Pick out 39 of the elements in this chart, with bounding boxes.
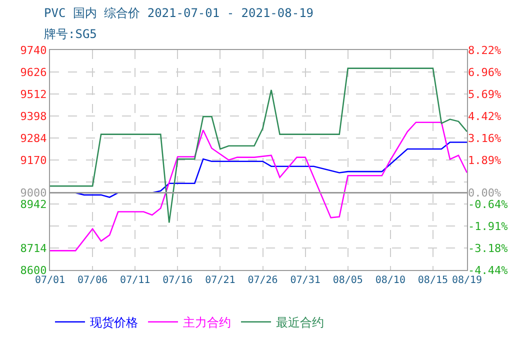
- line-series: [50, 122, 467, 252]
- x-tick-label: 07/26: [248, 275, 278, 286]
- x-tick-label: 07/16: [162, 275, 193, 286]
- x-tick-label: 07/01: [34, 275, 66, 286]
- y2-tick-label: 8.22%: [468, 44, 502, 57]
- y-tick-label: 9170: [20, 154, 47, 167]
- x-tick-label: 07/11: [120, 275, 150, 286]
- y2-tick-label: 3.16%: [468, 132, 502, 145]
- y-tick-label: 9000: [20, 186, 47, 200]
- x-tick-label: 08/19: [452, 275, 482, 286]
- y2-tick-label: -0.64%: [468, 198, 508, 211]
- legend-label: 主力合约: [183, 316, 231, 330]
- x-tick-label: 07/21: [205, 275, 236, 286]
- x-tick-label: 08/15: [418, 275, 448, 286]
- x-tick-label: 08/05: [332, 275, 363, 286]
- y-tick-label: 8942: [20, 198, 47, 211]
- x-tick-label: 08/10: [375, 275, 406, 286]
- legend-label: 现货价格: [90, 316, 138, 330]
- y-tick-label: 9284: [20, 132, 48, 145]
- y2-tick-label: 1.89%: [468, 154, 502, 167]
- y-tick-label: 9398: [20, 110, 47, 123]
- y2-tick-label: -1.91%: [468, 220, 508, 233]
- y-tick-label: 9512: [20, 88, 47, 101]
- line-series: [50, 68, 467, 224]
- y2-tick-label: 0.00%: [468, 186, 502, 200]
- y2-tick-label: -3.18%: [468, 242, 508, 255]
- chart-title: PVC 国内 综合价 2021-07-01 - 2021-08-19: [44, 6, 314, 20]
- y-tick-label: 9626: [20, 66, 47, 79]
- y-tick-label: 8600: [20, 264, 47, 277]
- legend-label: 最近合约: [276, 316, 324, 330]
- y-tick-label: 8714: [20, 242, 48, 255]
- y2-tick-label: 4.42%: [468, 110, 502, 123]
- x-tick-label: 07/31: [290, 275, 320, 286]
- x-tick-label: 07/06: [77, 275, 108, 286]
- y2-tick-label: 5.69%: [468, 88, 502, 101]
- y-tick-label: 9740: [20, 44, 47, 57]
- y2-tick-label: 6.96%: [468, 66, 502, 79]
- chart-subtitle: 牌号:SG5: [44, 27, 97, 41]
- y2-tick-label: -4.44%: [468, 264, 508, 277]
